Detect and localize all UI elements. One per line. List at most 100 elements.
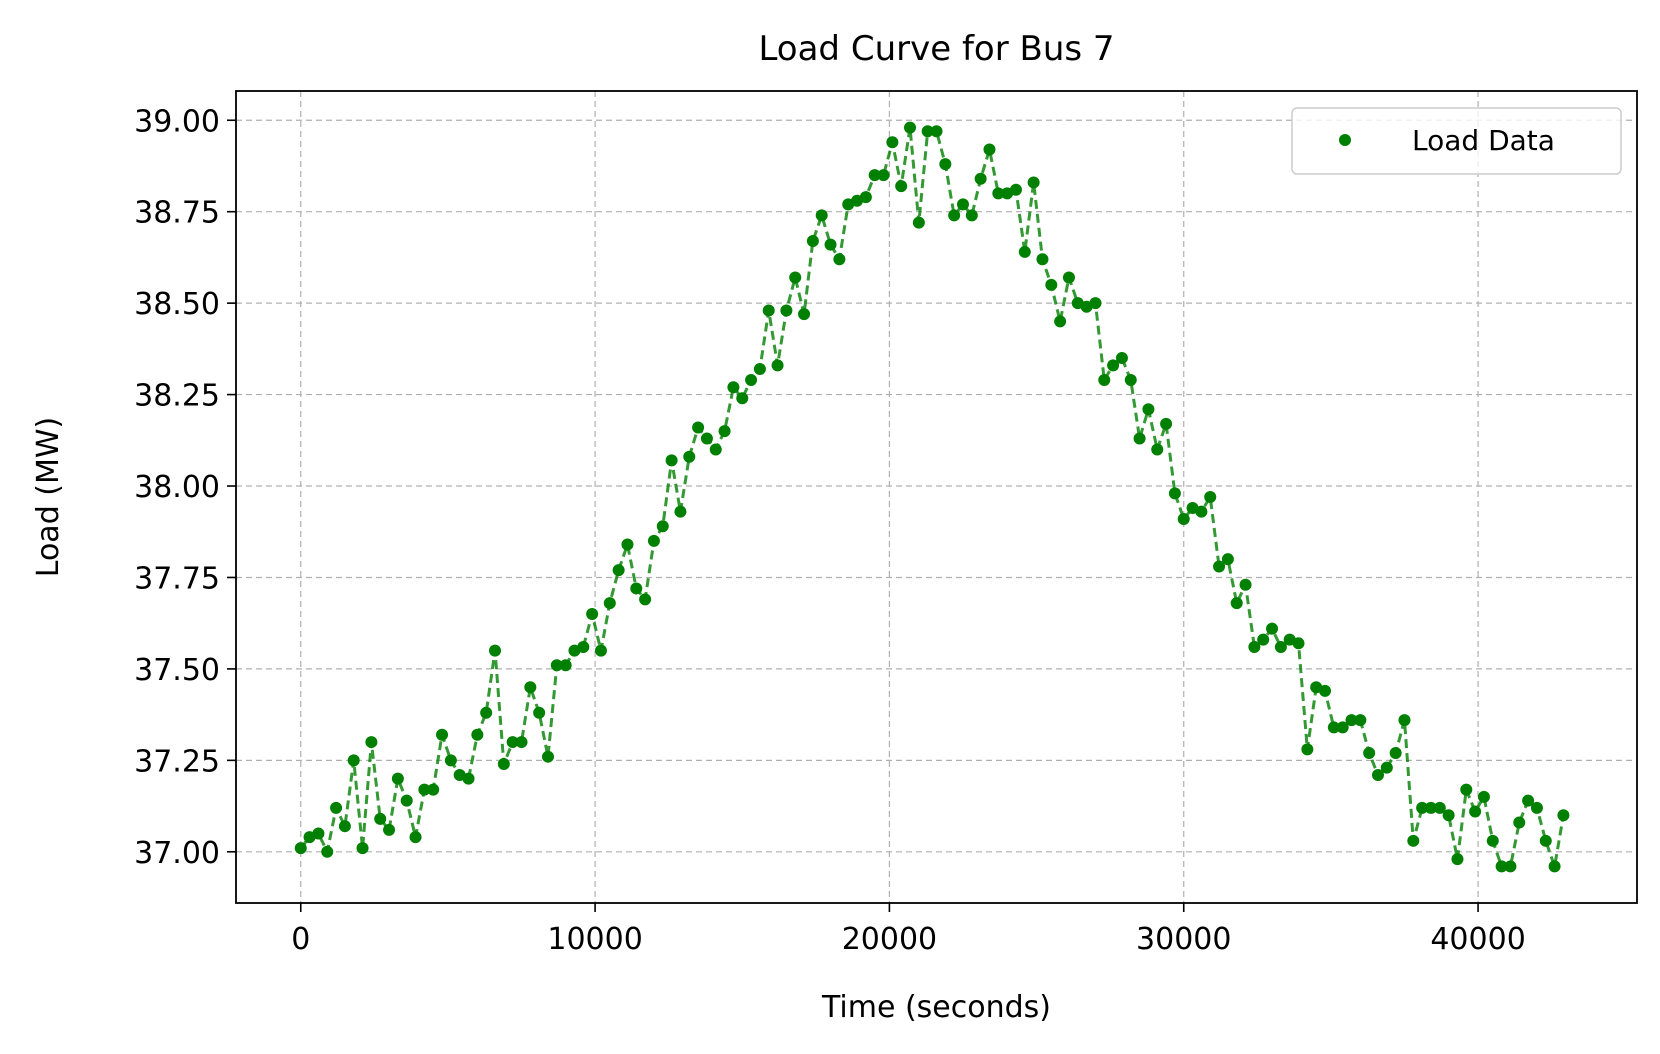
legend-box: [1291, 107, 1622, 175]
plot-frame: [235, 90, 1638, 904]
data-point: [533, 706, 546, 719]
data-point: [1062, 271, 1075, 284]
data-point: [1495, 860, 1508, 873]
data-point: [1266, 622, 1279, 635]
data-point: [1204, 491, 1217, 503]
data-point: [1009, 183, 1022, 196]
x-axis-ticks: 0 10000 20000 30000 40000: [291, 903, 1526, 957]
data-point: [1089, 297, 1102, 310]
data-point: [824, 238, 837, 251]
data-point: [692, 421, 705, 434]
data-point: [718, 425, 731, 438]
data-point: [700, 432, 713, 445]
y-tick-label: 37.25: [134, 744, 220, 779]
y-tick-label: 37.00: [134, 836, 220, 871]
data-point: [895, 180, 908, 193]
data-point: [524, 681, 537, 694]
y-tick-label: 37.50: [134, 653, 220, 688]
data-point: [1557, 809, 1570, 822]
data-point: [330, 801, 343, 814]
data-point: [1442, 809, 1455, 822]
data-point: [930, 125, 943, 138]
data-point: [1274, 640, 1287, 653]
data-point: [427, 783, 440, 796]
data-point: [506, 736, 519, 749]
data-point: [1036, 253, 1049, 266]
data-point: [391, 772, 404, 785]
data-point: [462, 772, 475, 785]
data-point: [1027, 176, 1040, 189]
x-tick-label: 30000: [1136, 922, 1231, 957]
data-point: [365, 736, 378, 749]
data-point: [559, 659, 572, 672]
x-axis-label: Time (seconds): [821, 990, 1051, 1025]
data-point: [312, 827, 325, 840]
chart-title: Load Curve for Bus 7: [758, 29, 1114, 69]
y-tick-label: 38.75: [134, 196, 220, 231]
data-point: [727, 381, 740, 394]
data-point: [1363, 747, 1376, 760]
data-point: [1257, 633, 1270, 646]
data-point: [789, 271, 802, 284]
data-point: [586, 608, 599, 621]
data-point: [806, 234, 819, 247]
data-point: [1319, 684, 1332, 697]
data-point: [1133, 432, 1146, 445]
x-tick-label: 20000: [842, 922, 937, 957]
data-point: [965, 209, 978, 222]
data-point: [444, 754, 457, 767]
data-point: [1115, 352, 1128, 365]
data-point: [745, 373, 758, 386]
data-point: [886, 136, 899, 149]
legend-marker-icon: [1339, 134, 1351, 146]
data-point: [418, 783, 431, 796]
data-point: [983, 143, 996, 156]
data-point: [1098, 373, 1111, 386]
data-point: [1213, 560, 1226, 573]
data-point: [1292, 637, 1305, 650]
data-point: [921, 125, 934, 138]
data-point: [948, 209, 961, 222]
data-point: [1124, 373, 1137, 386]
data-point: [1045, 278, 1058, 291]
data-point: [1433, 801, 1446, 814]
data-point: [639, 593, 652, 606]
data-point: [1477, 790, 1490, 803]
data-point: [665, 454, 678, 467]
data-point: [1407, 834, 1420, 847]
data-point: [489, 644, 502, 657]
data-point: [904, 121, 917, 134]
data-point: [1195, 505, 1208, 518]
data-point: [1168, 487, 1181, 500]
data-point: [1221, 553, 1234, 566]
legend: Load Data: [1291, 107, 1622, 175]
data-point: [1460, 783, 1473, 796]
series-load-data: [294, 121, 1570, 873]
data-point: [956, 198, 969, 211]
data-point: [647, 534, 660, 547]
data-point: [1354, 714, 1367, 727]
data-point: [1327, 721, 1340, 734]
data-point: [868, 169, 881, 182]
data-point: [656, 520, 669, 533]
data-point: [1513, 816, 1526, 829]
data-point: [480, 706, 493, 719]
data-point: [400, 794, 413, 807]
data-point: [294, 842, 307, 855]
data-point: [1504, 860, 1517, 873]
y-axis-label: Load (MW): [31, 417, 66, 577]
data-point: [833, 253, 846, 266]
data-point: [515, 736, 528, 749]
data-point: [1301, 743, 1314, 756]
data-point: [771, 359, 784, 372]
data-point: [436, 728, 449, 741]
data-point: [321, 845, 334, 858]
data-point: [1486, 834, 1499, 847]
data-point: [674, 505, 687, 518]
data-point: [709, 443, 722, 456]
data-point: [974, 172, 987, 185]
data-point: [1424, 801, 1437, 814]
data-point: [1230, 597, 1243, 610]
